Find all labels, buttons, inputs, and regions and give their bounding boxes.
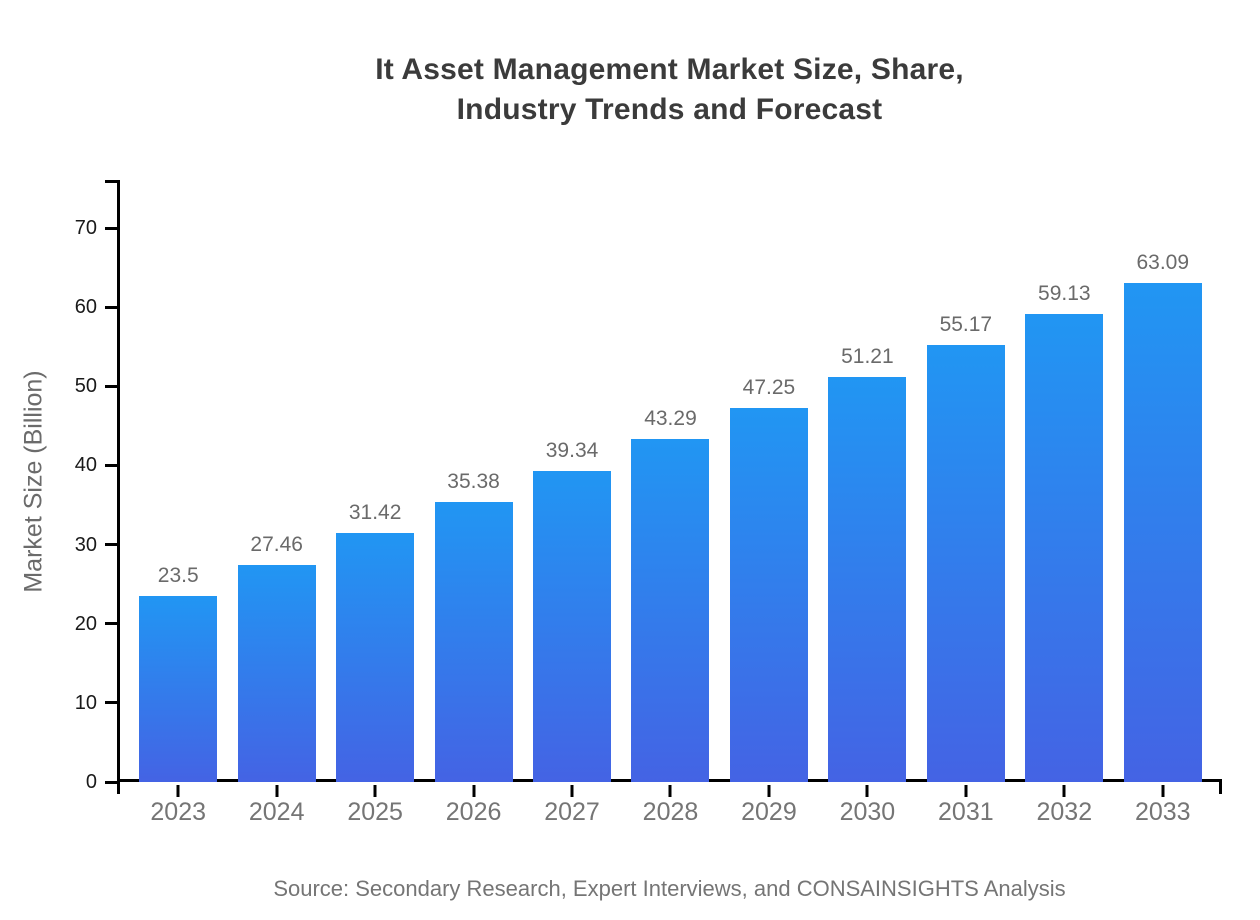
bar bbox=[729, 408, 808, 782]
x-tick-label: 2024 bbox=[248, 798, 305, 826]
x-tick-label: 2029 bbox=[741, 798, 797, 826]
bar-value-label: 39.34 bbox=[545, 438, 599, 462]
x-axis-end-cap bbox=[1219, 782, 1222, 794]
x-tick bbox=[176, 785, 180, 797]
y-axis-line bbox=[117, 180, 120, 782]
y-tick-label: 20 bbox=[74, 612, 97, 635]
bar bbox=[1025, 314, 1104, 782]
y-tick-label: 70 bbox=[74, 217, 97, 239]
bar-value-label: 23.5 bbox=[157, 564, 199, 588]
x-tick bbox=[668, 785, 672, 797]
x-tick-label: 2030 bbox=[839, 798, 896, 826]
bar-slot: 59.13 2032 bbox=[1015, 180, 1113, 826]
plot-area: 23.5 2023 27.46 2024 31.42 2025 35.38 2026 39.34… bbox=[75, 180, 1222, 826]
y-tick bbox=[105, 463, 117, 467]
y-tick-label: 0 bbox=[85, 771, 97, 793]
y-tick bbox=[105, 384, 117, 388]
bar-slot: 35.38 2026 bbox=[424, 180, 522, 826]
y-tick bbox=[105, 305, 117, 309]
y-tick bbox=[105, 622, 117, 626]
bar-slot: 55.17 2031 bbox=[917, 180, 1015, 826]
bar-value-label: 35.38 bbox=[447, 470, 500, 493]
origin-tick bbox=[117, 782, 120, 794]
chart-title-line2: Industry Trends and Forecast bbox=[456, 93, 883, 126]
bar-slot: 27.46 2024 bbox=[227, 180, 325, 826]
y-axis-end-cap bbox=[105, 180, 117, 183]
bar-slot: 23.5 2023 bbox=[129, 180, 227, 826]
bar bbox=[237, 564, 316, 782]
x-tick-label: 2027 bbox=[544, 798, 600, 826]
x-tick bbox=[373, 785, 377, 797]
x-tick-label: 2032 bbox=[1036, 798, 1093, 826]
bar bbox=[1123, 282, 1202, 782]
bar bbox=[434, 502, 513, 782]
y-tick-label: 60 bbox=[74, 296, 97, 319]
bar-slot: 51.21 2030 bbox=[818, 180, 916, 826]
bar bbox=[139, 596, 218, 782]
x-tick-label: 2031 bbox=[938, 798, 994, 826]
bar-value-label: 59.13 bbox=[1038, 282, 1091, 306]
bar bbox=[533, 470, 612, 782]
chart-title-line1: It Asset Management Market Size, Share, bbox=[375, 53, 964, 86]
bar-value-label: 31.42 bbox=[348, 501, 402, 525]
bars-row: 23.5 2023 27.46 2024 31.42 2025 35.38 2026 39.34… bbox=[129, 180, 1212, 826]
bar-slot: 43.29 2028 bbox=[621, 180, 719, 826]
x-tick bbox=[767, 785, 771, 797]
bar-value-label: 27.46 bbox=[250, 532, 303, 556]
y-axis-title: Market Size (Billion) bbox=[19, 369, 48, 593]
x-tick-label: 2028 bbox=[642, 798, 699, 826]
x-tick-label: 2026 bbox=[445, 798, 502, 826]
y-tick bbox=[105, 543, 117, 547]
x-tick bbox=[865, 785, 869, 797]
bar bbox=[631, 439, 710, 782]
y-tick bbox=[105, 226, 117, 230]
x-tick bbox=[1161, 785, 1165, 797]
x-tick bbox=[964, 785, 968, 797]
x-tick-label: 2025 bbox=[347, 798, 403, 826]
x-tick-label: 2023 bbox=[150, 798, 207, 826]
bar-slot: 31.42 2025 bbox=[326, 180, 424, 826]
chart-title: It Asset Management Market Size, Share, … bbox=[117, 50, 1222, 130]
bar bbox=[926, 345, 1005, 782]
x-tick bbox=[472, 785, 476, 797]
bar-slot: 63.09 2033 bbox=[1114, 180, 1212, 826]
bar-value-label: 63.09 bbox=[1136, 250, 1190, 274]
bar-slot: 39.34 2027 bbox=[523, 180, 621, 826]
bar-value-label: 55.17 bbox=[939, 313, 993, 337]
y-tick bbox=[105, 780, 117, 784]
x-tick bbox=[570, 785, 574, 797]
y-tick-label: 30 bbox=[74, 533, 97, 556]
bar-value-label: 43.29 bbox=[644, 407, 697, 431]
y-tick-label: 10 bbox=[74, 691, 97, 714]
bar-value-label: 51.21 bbox=[841, 344, 894, 368]
y-tick-label: 50 bbox=[74, 375, 97, 398]
x-tick-label: 2033 bbox=[1134, 798, 1191, 826]
y-tick-label: 40 bbox=[74, 454, 97, 477]
bar bbox=[828, 376, 907, 782]
source-note: Source: Secondary Research, Expert Inter… bbox=[273, 876, 1066, 901]
bar-value-label: 47.25 bbox=[742, 376, 796, 400]
bar bbox=[336, 533, 415, 782]
bar-slot: 47.25 2029 bbox=[720, 180, 818, 826]
y-tick bbox=[105, 701, 117, 705]
x-tick bbox=[275, 785, 279, 797]
x-tick bbox=[1062, 785, 1066, 797]
